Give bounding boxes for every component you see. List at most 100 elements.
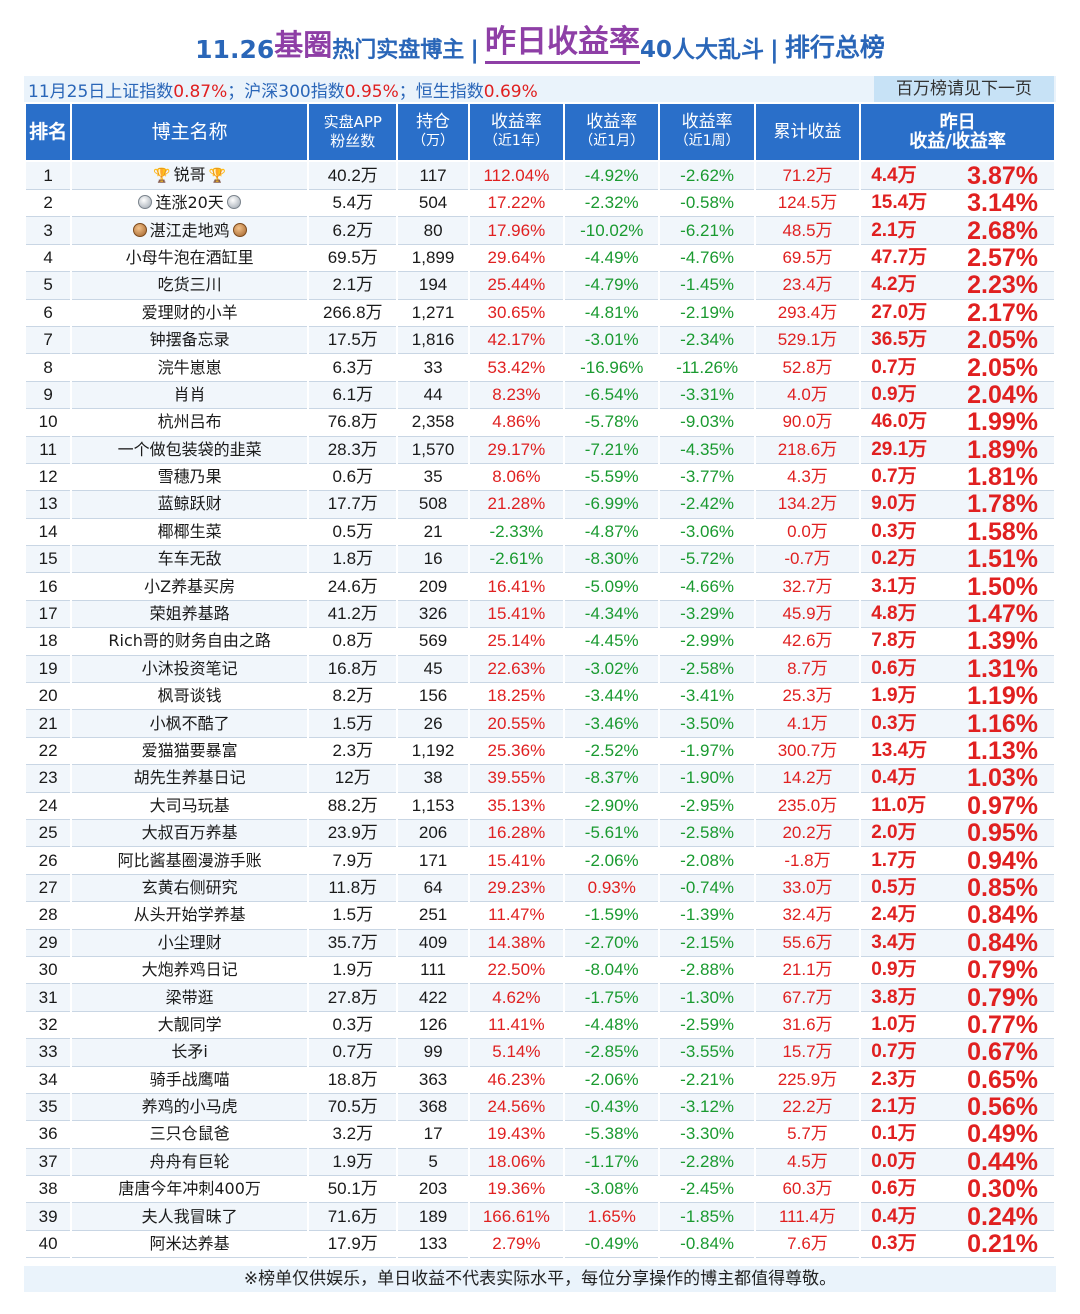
- cell-return-year: 19.43%: [469, 1121, 564, 1149]
- cell-name: 小枫不酷了: [72, 710, 308, 738]
- cell-return-year: 166.61%: [469, 1203, 564, 1231]
- cell-yesterday: 3.1万 1.50%: [861, 573, 1054, 601]
- cell-holding: 508: [398, 491, 468, 519]
- index-summary: 11月25日上证指数0.87%；沪深300指数0.95%；恒生指数0.69%: [28, 77, 538, 102]
- cell-cumulative: 0.0万: [755, 518, 860, 547]
- blogger-name: 小Z养基买房: [144, 576, 236, 596]
- yesterday-profit: 0.4万: [871, 1205, 917, 1227]
- cell-rank: 14: [26, 518, 71, 547]
- cell-cumulative: 31.6万: [755, 1011, 860, 1040]
- cell-name: 小Z养基买房: [72, 573, 308, 601]
- yesterday-rate: 2.68%: [967, 217, 1038, 245]
- blogger-name: 长矛i: [171, 1042, 208, 1062]
- cell-return-year: 29.23%: [469, 874, 564, 903]
- header-name: 博主名称: [72, 104, 308, 162]
- cell-return-month: -2.70%: [565, 929, 659, 957]
- header-yesterday: 昨日 收益/收益率: [861, 104, 1054, 162]
- cell-rank: 6: [26, 299, 71, 327]
- cell-rank: 27: [26, 874, 71, 903]
- index-hsi-value: 0.69%: [483, 82, 538, 102]
- yesterday-rate: 1.13%: [967, 737, 1038, 765]
- cell-return-year: 29.64%: [469, 244, 564, 273]
- cell-return-year: 15.41%: [469, 847, 564, 875]
- yesterday-profit: 0.4万: [871, 767, 917, 789]
- cell-return-year: 19.36%: [469, 1176, 564, 1204]
- cell-yesterday: 36.5万 2.05%: [861, 326, 1054, 355]
- cell-return-year: 35.13%: [469, 792, 564, 820]
- cell-return-year: 17.22%: [469, 190, 564, 218]
- cell-return-month: -0.49%: [565, 1230, 659, 1259]
- cell-rank: 4: [26, 244, 71, 273]
- table-row: 34 骑手战鹰喵 18.8万 363 46.23% -2.06% -2.21% 225.9万 2…: [26, 1066, 1054, 1094]
- cell-rank: 18: [26, 628, 71, 656]
- title-date: 11.26: [195, 35, 275, 64]
- blogger-name: 小尘理财: [157, 932, 222, 952]
- cell-fans: 88.2万: [309, 792, 397, 820]
- cell-rank: 3: [26, 217, 71, 245]
- yesterday-group: 4.8万 1.47%: [861, 601, 1054, 627]
- cell-yesterday: 0.7万 0.67%: [861, 1039, 1054, 1067]
- cell-return-week: -3.30%: [660, 1121, 754, 1149]
- cell-holding: 64: [398, 874, 468, 903]
- blogger-name: 一个做包装袋的韭菜: [117, 439, 262, 459]
- cell-name: 荣姐养基路: [72, 600, 308, 629]
- blogger-name: 小枫不酷了: [149, 713, 230, 733]
- blogger-name: 椰椰生菜: [157, 521, 222, 541]
- yesterday-profit: 9.0万: [871, 493, 917, 515]
- cell-return-month: -3.02%: [565, 655, 659, 684]
- yesterday-profit: 2.1万: [871, 219, 917, 241]
- yesterday-group: 0.5万 0.85%: [861, 875, 1054, 901]
- cell-yesterday: 0.9万 2.04%: [861, 381, 1054, 410]
- yesterday-group: 2.1万 2.68%: [861, 218, 1054, 244]
- cell-return-week: -0.74%: [660, 874, 754, 903]
- cell-rank: 31: [26, 984, 71, 1012]
- cell-rank: 37: [26, 1148, 71, 1177]
- table-row: 16 小Z养基买房 24.6万 209 16.41% -5.09% -4.66% 32.7万 3…: [26, 573, 1054, 601]
- cell-cumulative: 48.5万: [755, 217, 860, 245]
- cell-holding: 251: [398, 902, 468, 930]
- cell-name: 湛江走地鸡: [72, 217, 308, 245]
- cell-yesterday: 0.3万 0.21%: [861, 1230, 1054, 1259]
- cell-cumulative: 134.2万: [755, 491, 860, 519]
- table-row: 17 荣姐养基路 41.2万 326 15.41% -4.34% -3.29% 45.9万 4.…: [26, 600, 1054, 629]
- cell-fans: 11.8万: [309, 874, 397, 903]
- cell-return-month: -4.49%: [565, 244, 659, 273]
- cell-rank: 36: [26, 1121, 71, 1149]
- table-row: 8 浣牛崽崽 6.3万 33 53.42% -16.96% -11.26% 52.8万 0.7万…: [26, 354, 1054, 382]
- index-mid-1: ；沪深300指数: [227, 82, 345, 102]
- yesterday-rate: 0.24%: [967, 1203, 1038, 1231]
- header-yesterday-line1: 昨日: [939, 112, 976, 133]
- cell-name: Rich哥的财务自由之路: [72, 628, 308, 656]
- yesterday-rate: 0.94%: [967, 847, 1038, 875]
- table-row: 3 湛江走地鸡 6.2万 80 17.96% -10.02% -6.21% 48.5万 2.1万…: [26, 217, 1054, 245]
- blogger-name: 吃货三川: [157, 275, 222, 295]
- cell-cumulative: 25.3万: [755, 683, 860, 711]
- blogger-name: 夫人我冒昧了: [141, 1206, 238, 1226]
- table-row: 15 车车无敌 1.8万 16 -2.61% -8.30% -5.72% -0.7万 0.2万 1…: [26, 546, 1054, 574]
- table-header-row: 排名 博主名称 实盘APP 粉丝数 持仓 （万） 收益率 （近1年） 收益率 （近1月）…: [26, 104, 1054, 162]
- cell-return-week: -3.55%: [660, 1039, 754, 1067]
- cell-yesterday: 0.3万 1.58%: [861, 518, 1054, 547]
- cell-name: 雪穗乃果: [72, 463, 308, 492]
- yesterday-group: 0.3万 0.21%: [861, 1231, 1054, 1257]
- cell-holding: 80: [398, 217, 468, 245]
- cell-yesterday: 7.8万 1.39%: [861, 628, 1054, 656]
- cell-holding: 26: [398, 710, 468, 738]
- yesterday-group: 47.7万 2.57%: [861, 245, 1054, 271]
- cell-holding: 99: [398, 1039, 468, 1067]
- yesterday-rate: 3.14%: [967, 190, 1038, 218]
- yesterday-rate: 0.85%: [967, 874, 1038, 902]
- cell-rank: 19: [26, 655, 71, 684]
- cell-name: 蓝鲸跃财: [72, 491, 308, 519]
- yesterday-profit: 0.3万: [871, 1233, 917, 1255]
- cell-return-month: -6.99%: [565, 491, 659, 519]
- cell-name: 大司马玩基: [72, 792, 308, 820]
- yesterday-rate: 0.77%: [967, 1011, 1038, 1039]
- cell-return-month: -2.32%: [565, 190, 659, 218]
- yesterday-group: 0.4万 1.03%: [861, 765, 1054, 791]
- cell-holding: 1,192: [398, 737, 468, 766]
- yesterday-profit: 0.3万: [871, 712, 917, 734]
- cell-cumulative: 15.7万: [755, 1039, 860, 1067]
- title-separator: |: [470, 36, 480, 64]
- cell-yesterday: 2.3万 0.65%: [861, 1066, 1054, 1094]
